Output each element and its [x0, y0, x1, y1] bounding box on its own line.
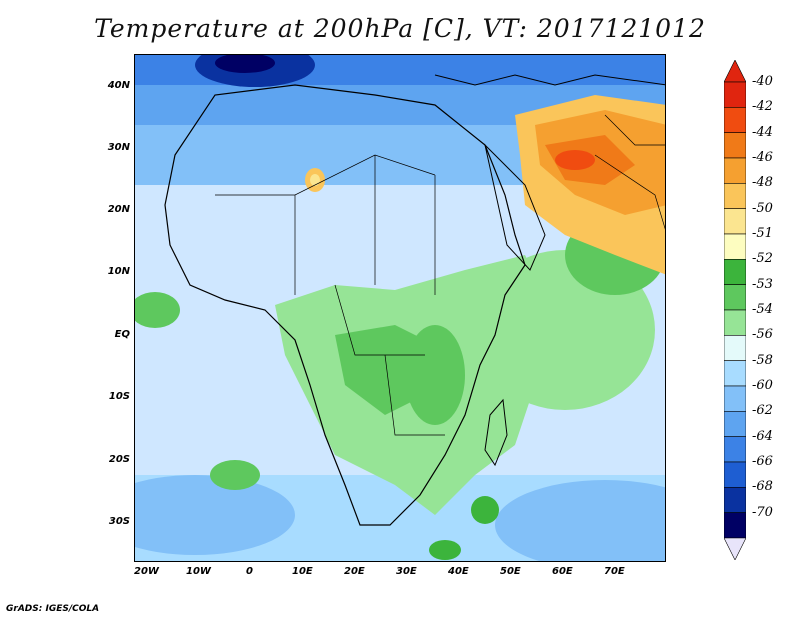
colorbar-swatch: [724, 81, 746, 108]
colorbar-swatch: [724, 183, 746, 209]
temperature-field-map: [135, 55, 665, 561]
colorbar-swatch: [724, 385, 746, 412]
lon-label-60e: 60E: [552, 566, 573, 577]
colorbar-swatch: [724, 436, 746, 463]
colorbar-label: -46: [752, 150, 773, 165]
lon-label-70e: 70E: [604, 566, 625, 577]
colorbar-swatch: [724, 487, 746, 513]
colorbar-label: -51: [752, 226, 773, 241]
colorbar-swatch: [724, 132, 746, 159]
lat-label-10s: 10S: [108, 391, 130, 402]
lon-label-10e: 10E: [292, 566, 313, 577]
colorbar-label: -60: [752, 378, 773, 393]
lat-label-20s: 20S: [108, 454, 130, 465]
colorbar-swatch: [724, 360, 746, 387]
colorbar-top-triangle: [724, 60, 746, 83]
colorbar: [724, 60, 746, 560]
colorbar-label: -42: [752, 99, 773, 115]
lon-label-0: 0: [246, 566, 253, 577]
lon-label-30e: 30E: [396, 566, 417, 577]
colorbar-swatch: [724, 411, 746, 437]
colorbar-label: -48: [752, 175, 773, 191]
colorbar-swatch: [724, 157, 746, 184]
colorbar-swatch: [724, 512, 746, 539]
cold-core-inner: [215, 55, 275, 73]
arabian-peninsula-outline: [484, 143, 546, 271]
footer-credit: GrADS: IGES/COLA: [6, 604, 100, 614]
colorbar-label: -54: [752, 302, 773, 317]
colorbar-label: -40: [752, 74, 773, 89]
lon-label-40e: 40E: [448, 566, 469, 577]
colorbar-label: -70: [752, 504, 773, 520]
colorbar-swatch: [724, 233, 746, 260]
colorbar-swatch: [724, 284, 746, 311]
lon-label-10w: 10W: [186, 566, 211, 577]
map-panel: [134, 54, 666, 562]
colorbar-swatch: [724, 107, 746, 133]
lon-label-20w: 20W: [134, 566, 159, 577]
colorbar-label: -58: [752, 352, 773, 368]
colorbar-label: -56: [752, 327, 773, 343]
colorbar-swatch: [724, 208, 746, 235]
lat-label-30n: 30N: [107, 142, 130, 153]
lat-label-20n: 20N: [107, 204, 130, 215]
colorbar-swatch: [724, 461, 746, 488]
country-borders: [215, 154, 445, 436]
colorbar-label: -50: [752, 200, 773, 216]
asia-borders: [594, 114, 665, 230]
colorbar-swatch: [724, 259, 746, 285]
colorbar-bottom-triangle: [724, 537, 746, 560]
lat-label-10n: 10N: [107, 266, 130, 277]
lon-label-20e: 20E: [344, 566, 365, 577]
colorbar-label: -66: [752, 454, 773, 469]
colorbar-label: -52: [752, 251, 773, 267]
colorbar-label: -64: [752, 428, 773, 444]
lat-label-40n: 40N: [107, 80, 130, 91]
lon-label-50e: 50E: [500, 566, 521, 577]
colorbar-label: -53: [752, 276, 773, 292]
lat-label-30s: 30S: [108, 516, 130, 527]
lat-label-eq: EQ: [114, 329, 130, 340]
colorbar-swatch: [724, 309, 746, 336]
colorbar-label: -44: [752, 124, 773, 140]
colorbar-label: -68: [752, 479, 773, 495]
africa-outline: [164, 84, 526, 526]
northern-coast: [434, 74, 665, 86]
colorbar-swatch: [724, 335, 746, 361]
chart-title: Temperature at 200hPa [C], VT: 201712101…: [94, 14, 706, 43]
colorbar-label: -62: [752, 403, 773, 419]
madagascar-outline: [484, 398, 508, 467]
